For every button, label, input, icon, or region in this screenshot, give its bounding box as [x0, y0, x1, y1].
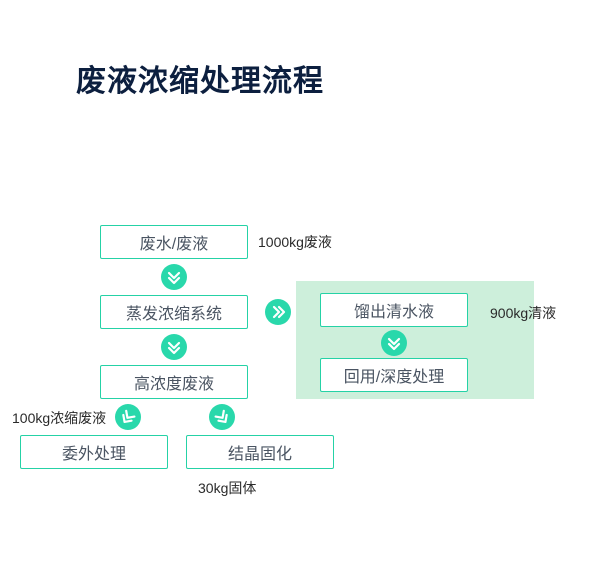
flow-node-n7: 回用/深度处理 [320, 358, 468, 392]
flow-node-n1: 废水/废液 [100, 225, 248, 259]
chevron-double-icon [115, 404, 141, 430]
flow-arrow-a6 [381, 330, 407, 356]
annotation-l1: 1000kg废液 [258, 232, 332, 252]
flow-node-n5: 结晶固化 [186, 435, 334, 469]
flow-arrow-a2 [161, 334, 187, 360]
chevron-double-icon [161, 334, 187, 360]
flow-arrow-a3 [115, 404, 141, 430]
annotation-l4: 30kg固体 [198, 478, 256, 498]
chevron-double-icon [265, 299, 291, 325]
page-title: 废液浓缩处理流程 [76, 56, 376, 96]
flow-node-n6: 馏出清水液 [320, 293, 468, 327]
flow-node-n3: 高浓度废液 [100, 365, 248, 399]
flow-arrow-a5 [265, 299, 291, 325]
annotation-l3: 100kg浓缩废液 [12, 408, 106, 428]
chevron-double-icon [381, 330, 407, 356]
flow-arrow-a4 [209, 404, 235, 430]
flow-node-n2: 蒸发浓缩系统 [100, 295, 248, 329]
chevron-double-icon [209, 404, 235, 430]
annotation-l2: 900kg清液 [490, 303, 556, 323]
chevron-double-icon [161, 264, 187, 290]
flow-node-n4: 委外处理 [20, 435, 168, 469]
flow-arrow-a1 [161, 264, 187, 290]
